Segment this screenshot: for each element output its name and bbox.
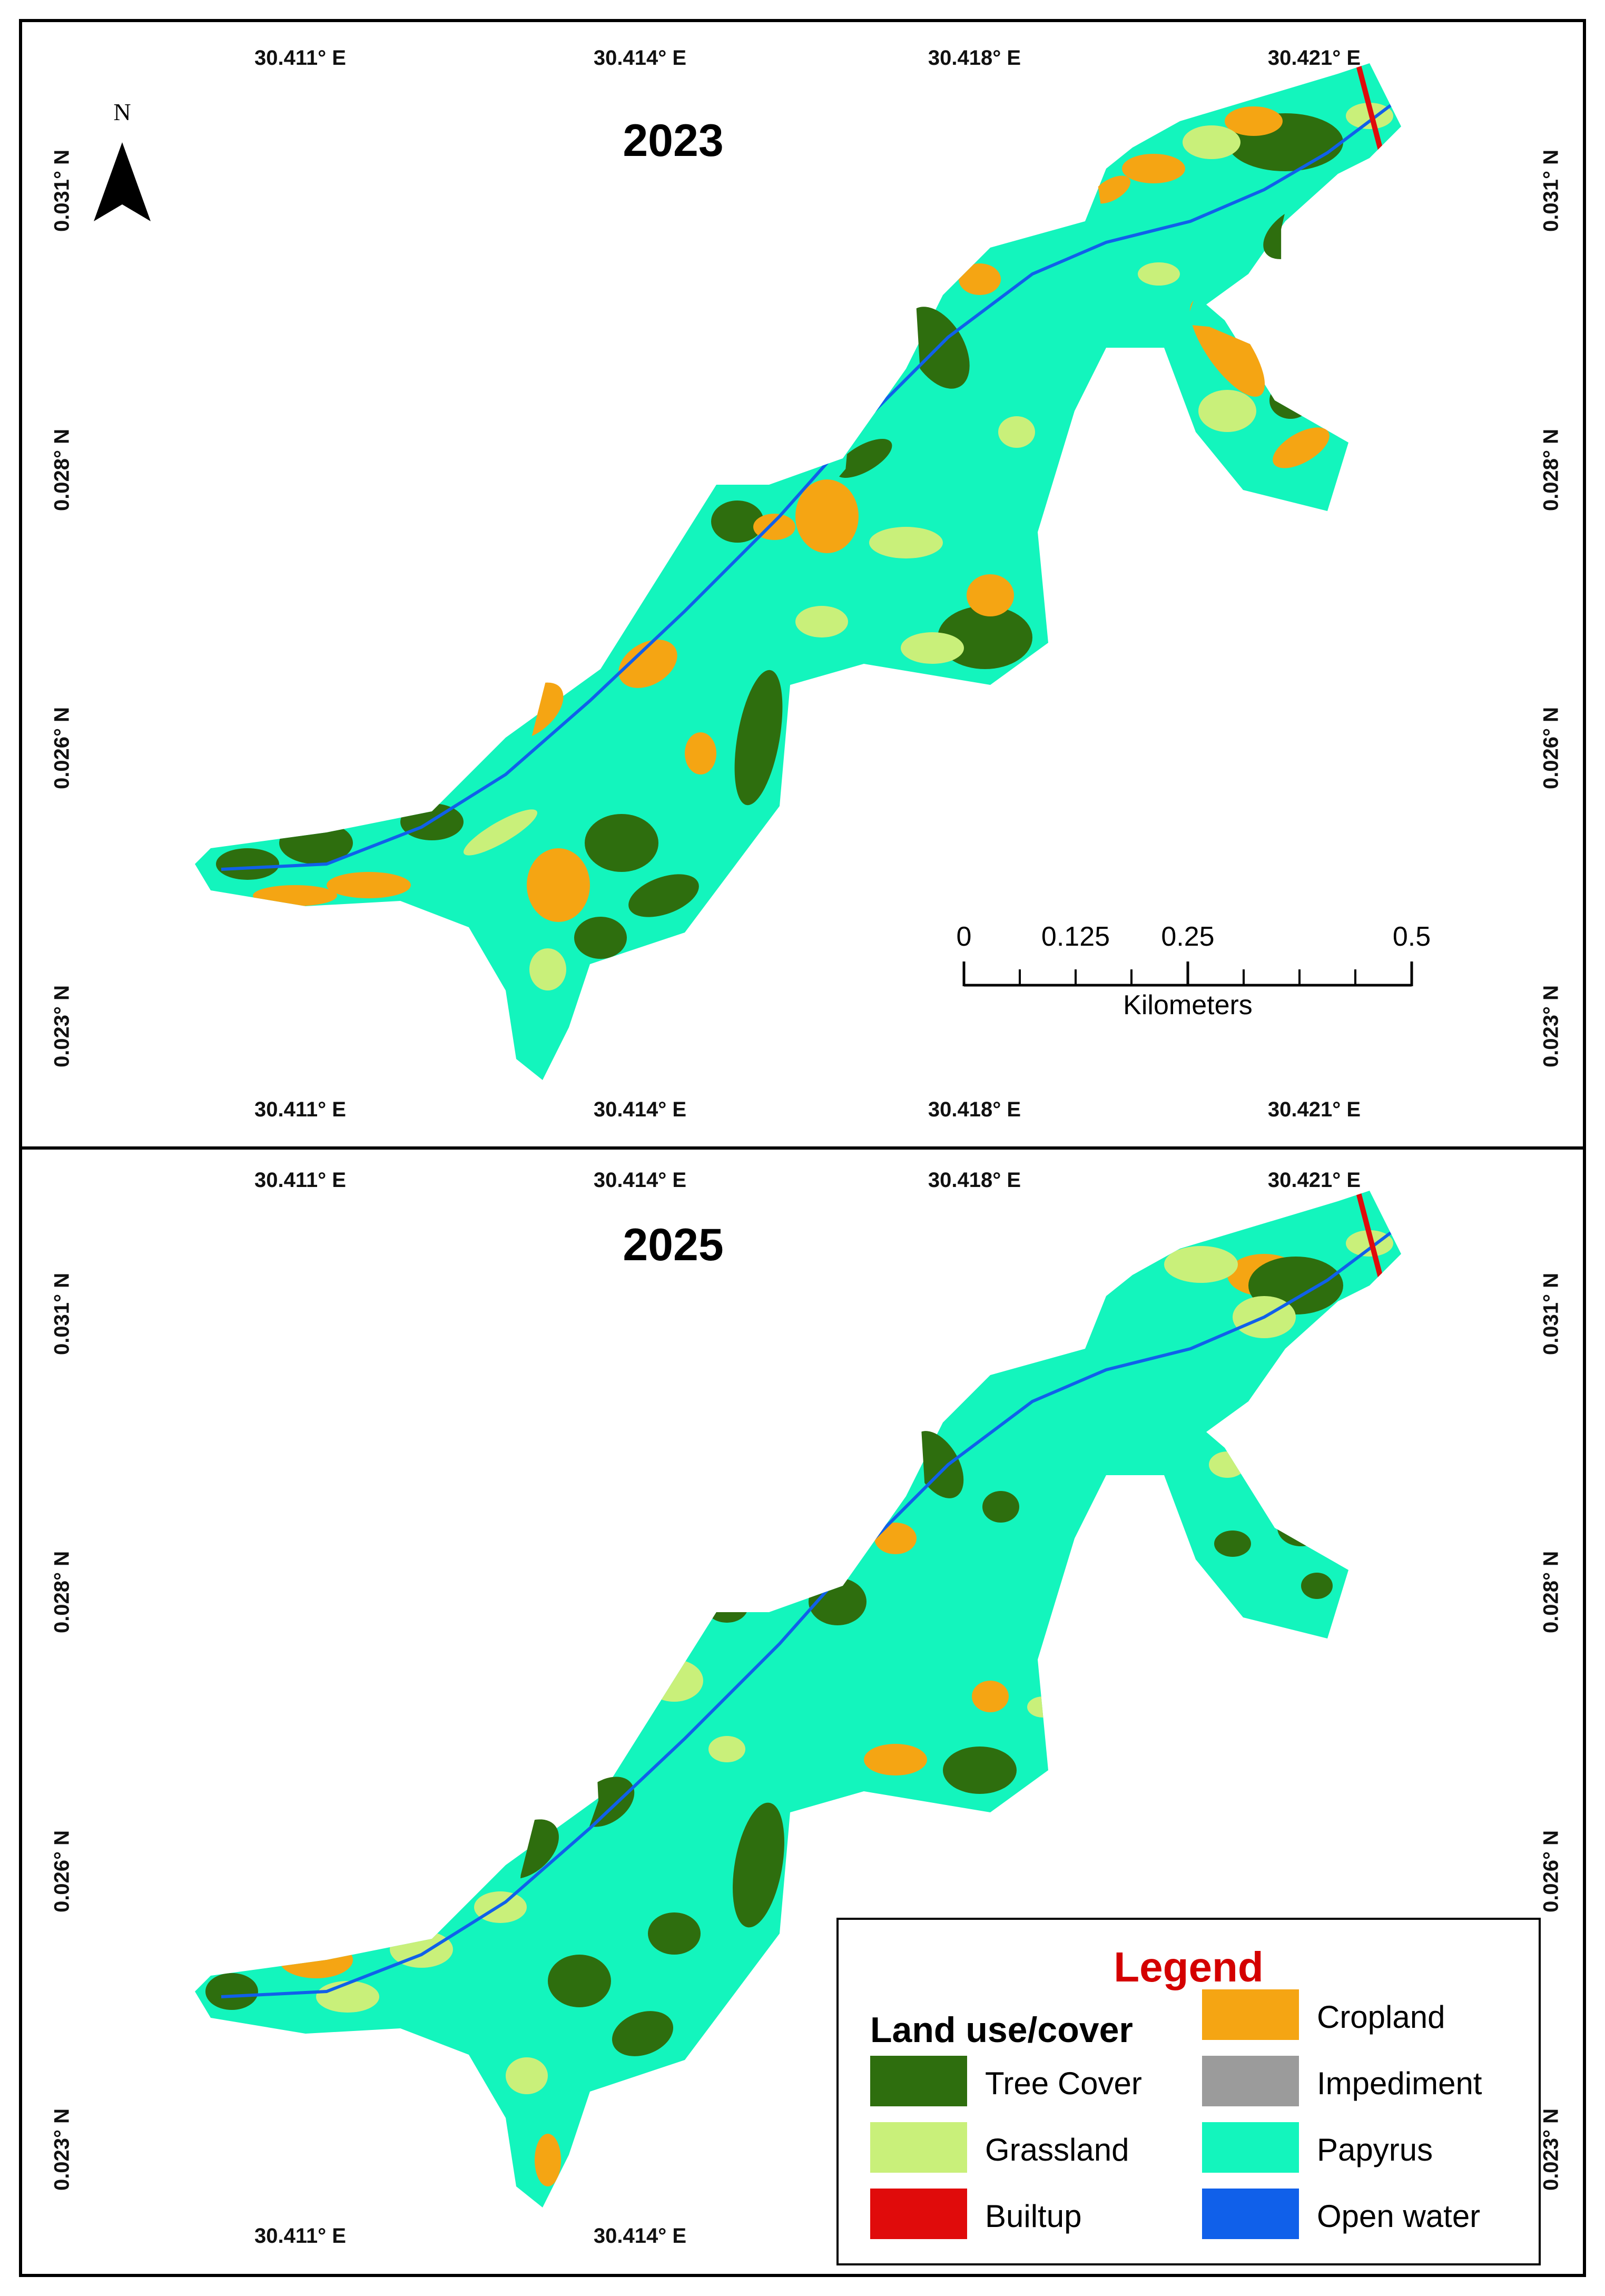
grassland-patch — [1138, 262, 1180, 286]
cropland-patch — [959, 263, 1001, 295]
lon-label: 30.411° E — [254, 1169, 346, 1192]
tree-cover-patch — [1301, 1573, 1333, 1599]
tree-cover-patch — [205, 1973, 258, 2010]
tree-cover-patch — [648, 1912, 701, 1955]
tree-cover-patch — [734, 670, 783, 806]
tree-cover-patch — [216, 848, 279, 880]
cropland-patch — [1273, 427, 1330, 468]
papyrus-area — [195, 1191, 1401, 2207]
grassland-patch — [506, 2057, 548, 2094]
tree-cover-patch — [1214, 1530, 1251, 1557]
grassland-patch — [1198, 390, 1256, 432]
cropland-patch — [527, 848, 590, 922]
legend-label: Builtup — [985, 2199, 1082, 2234]
lon-label: 30.421° E — [1267, 1169, 1361, 1192]
cropland-patch — [1225, 106, 1283, 136]
scale-tick-label: 0 — [956, 921, 972, 952]
legend: Legend Land use/cover Tree Cover Croplan… — [836, 1918, 1541, 2265]
legend-swatch — [1202, 1989, 1299, 2040]
scale-tick-label: 0.25 — [1161, 921, 1215, 952]
legend-swatch — [1202, 2056, 1299, 2106]
legend-label: Open water — [1317, 2199, 1481, 2234]
legend-swatch — [870, 2189, 967, 2239]
lon-label: 30.414° E — [593, 1098, 687, 1121]
grassland-patch — [1183, 125, 1240, 159]
scale-unit-label: Kilometers — [1123, 990, 1253, 1021]
cropland-patch — [967, 574, 1014, 616]
grassland-patch — [901, 632, 964, 664]
builtup-road — [1355, 1191, 1385, 1287]
builtup-road — [1355, 63, 1385, 159]
cropland-patch — [1092, 175, 1131, 204]
tree-cover-patch — [585, 814, 658, 872]
tree-cover-patch — [835, 439, 892, 478]
cropland-patch — [685, 732, 716, 774]
tree-cover-patch — [574, 917, 627, 959]
tree-cover-patch — [711, 501, 764, 543]
lon-label: 30.414° E — [593, 1169, 687, 1192]
lon-label: 30.411° E — [254, 46, 346, 70]
grassland-patch — [529, 948, 566, 990]
legend-label: Tree Cover — [985, 2066, 1142, 2101]
cropland-patch — [1122, 154, 1185, 183]
legend-swatch — [1202, 2189, 1299, 2239]
legend-swatch — [870, 2056, 967, 2106]
tree-cover-patch — [733, 1802, 784, 1928]
legend-subtitle: Land use/cover — [870, 2010, 1133, 2050]
cropland-patch — [972, 1681, 1009, 1712]
lon-label: 30.414° E — [593, 2224, 687, 2248]
lon-label: 30.411° E — [254, 2224, 346, 2248]
legend-label: Cropland — [1317, 1999, 1445, 2035]
legend-label: Impediment — [1317, 2066, 1482, 2101]
tree-cover-patch — [628, 874, 699, 917]
north-arrow-label: N — [113, 99, 131, 125]
cropland-patch — [618, 640, 677, 688]
cropland-patch — [253, 885, 337, 906]
scale-tick-label: 0.5 — [1392, 921, 1431, 952]
grassland-patch — [708, 1736, 745, 1762]
year-title-2025: 2025 — [623, 1220, 724, 1270]
tree-cover-patch — [911, 1431, 964, 1498]
legend-title: Legend — [1114, 1944, 1264, 1990]
cropland-patch — [864, 1744, 927, 1775]
legend-swatch — [870, 2122, 967, 2173]
lon-label: 30.411° E — [254, 1098, 346, 1121]
tree-cover-patch — [612, 2011, 674, 2056]
lon-label: 30.421° E — [1267, 1098, 1361, 1121]
lon-label: 30.418° E — [928, 1098, 1021, 1121]
legend-label: Papyrus — [1317, 2132, 1433, 2167]
scale-tick-label: 0.125 — [1041, 921, 1110, 952]
cropland-patch — [535, 2134, 561, 2186]
lon-label: 30.418° E — [928, 1169, 1021, 1192]
lon-label: 30.418° E — [928, 46, 1021, 70]
grassland-patch — [869, 527, 943, 558]
grassland-patch — [1164, 1246, 1238, 1283]
cropland-patch — [795, 479, 859, 553]
year-title-2023: 2023 — [623, 115, 724, 166]
cropland-patch — [327, 872, 411, 898]
grassland-patch — [795, 606, 848, 637]
grassland-patch — [464, 809, 537, 856]
lon-label: 30.414° E — [593, 46, 687, 70]
cropland-patch — [874, 1523, 917, 1554]
tree-cover-patch — [548, 1955, 611, 2007]
grassland-patch — [998, 416, 1035, 448]
legend-label: Grassland — [985, 2132, 1129, 2167]
lon-label: 30.421° E — [1267, 46, 1361, 70]
legend-swatch — [1202, 2122, 1299, 2173]
tree-cover-patch — [982, 1491, 1019, 1523]
tree-cover-patch — [943, 1746, 1017, 1794]
